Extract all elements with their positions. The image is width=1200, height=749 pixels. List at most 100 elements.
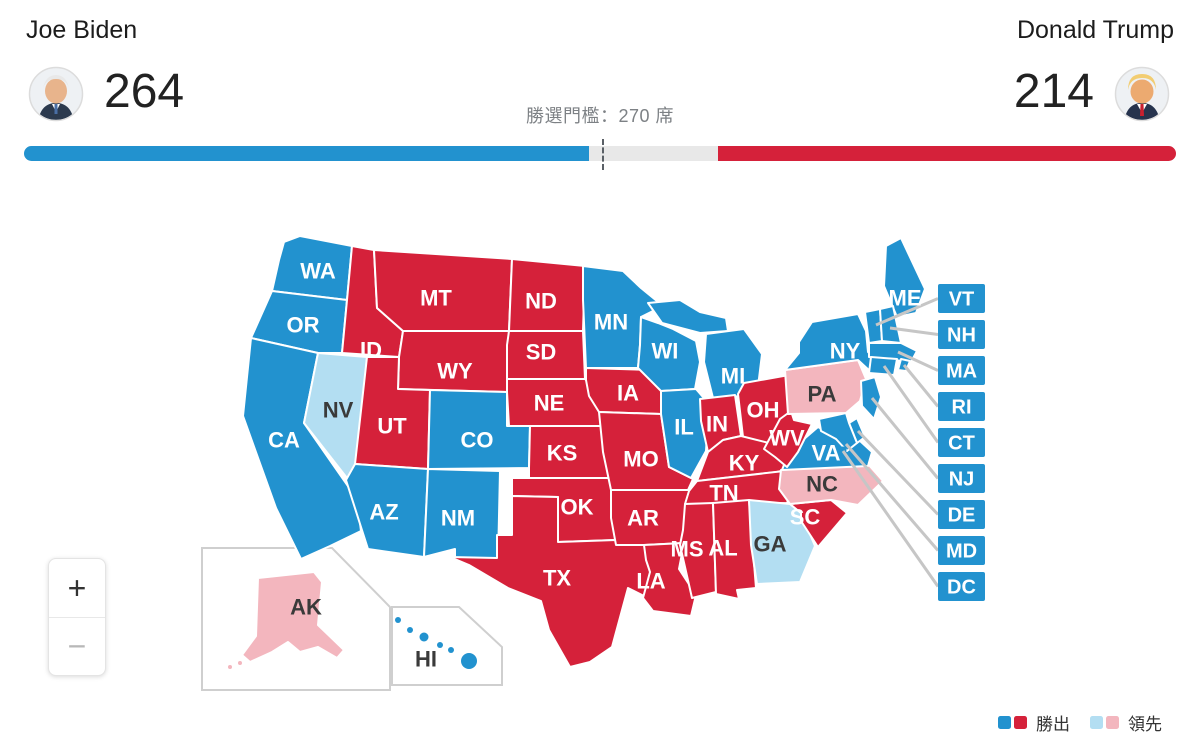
state-label-AR: AR [627,506,659,531]
leader-line-VT [875,297,939,327]
state-label-NE: NE [534,391,565,416]
state-label-NV: NV [323,398,354,423]
candidate-name-biden: Joe Biden [26,16,138,44]
state-label-CA: CA [268,428,300,453]
state-box-VT[interactable] [938,284,985,313]
state-label-WI: WI [652,339,679,364]
electoral-seat-bar [24,146,1176,161]
state-CT[interactable] [868,356,898,376]
state-box-label-NH: NH [947,325,976,347]
state-label-NM: NM [441,506,475,531]
state-label-WA: WA [300,259,336,284]
trump-avatar [1114,66,1170,122]
hawaii-inset-box [391,606,503,686]
seat-bar-rep-segment [717,146,1176,161]
leader-line-DE [856,429,940,516]
state-HI-island[interactable] [407,627,413,633]
state-box-MD[interactable] [938,536,985,565]
legend-lead-label: 領先 [1128,715,1162,734]
map-zoom-control: + − [48,558,106,676]
state-AK-island [238,661,242,665]
threshold-marker [602,139,605,170]
state-label-AZ: AZ [369,500,398,525]
state-label-MT: MT [420,286,452,311]
state-label-KS: KS [547,441,578,466]
state-label-MN: MN [594,310,628,335]
legend-rep-lead-swatch [1106,716,1119,729]
state-AZ[interactable] [345,463,429,558]
state-label-NC: NC [806,472,838,497]
biden-vote-count: 264 [104,65,185,118]
leader-line-DC [841,450,940,588]
state-label-ID: ID [360,338,382,363]
state-box-NJ[interactable] [938,464,985,493]
state-box-RI[interactable] [938,392,985,421]
state-label-AL: AL [708,536,737,561]
state-AK[interactable] [241,571,345,663]
state-box-label-VT: VT [949,289,975,311]
state-label-WV: WV [769,426,805,451]
state-box-DC[interactable] [938,572,985,601]
legend-win-group: 勝出 [998,710,1070,735]
state-label-AK: AK [290,595,322,620]
state-label-PA: PA [808,382,837,407]
candidate-name-trump: Donald Trump [1016,16,1174,44]
state-label-NY: NY [830,339,861,364]
state-box-label-DE: DE [948,505,976,527]
state-label-VA: VA [812,441,841,466]
trump-vote-count: 214 [1013,65,1094,118]
state-box-label-MA: MA [946,361,977,383]
zoom-out-button[interactable]: − [67,628,87,665]
legend-rep-win-swatch [1014,716,1027,729]
leader-line-MA [897,350,939,372]
state-label-ME: ME [889,286,922,311]
state-label-UT: UT [377,414,407,439]
state-label-MO: MO [623,447,658,472]
legend-dem-lead-swatch [1090,716,1103,729]
state-MD[interactable] [818,412,858,452]
state-NJ[interactable] [860,376,882,420]
seat-bar-dem-segment [24,146,590,161]
state-NC[interactable] [778,463,884,506]
state-label-IA: IA [617,381,639,406]
state-box-CT[interactable] [938,428,985,457]
state-box-NH[interactable] [938,320,985,349]
state-HI-island[interactable] [461,653,477,669]
state-MI[interactable] [647,299,729,334]
state-box-label-DC: DC [947,577,976,599]
state-label-TX: TX [543,566,571,591]
state-HI-island[interactable] [437,642,443,648]
map-legend: 勝出 領先 [998,710,1162,735]
state-box-label-NJ: NJ [949,469,975,491]
state-box-MA[interactable] [938,356,985,385]
leader-line-RI [902,364,940,408]
state-WV[interactable] [763,410,813,468]
state-label-OH: OH [747,398,780,423]
state-IL[interactable] [660,388,710,479]
leader-line-NJ [870,397,940,480]
state-box-label-RI: RI [952,397,972,419]
state-HI-island[interactable] [395,617,401,623]
state-label-GA: GA [754,532,787,557]
state-HI-island[interactable] [419,632,429,642]
state-label-MI: MI [721,364,745,389]
state-box-DE[interactable] [938,500,985,529]
state-label-SC: SC [790,505,821,530]
state-HI-island[interactable] [448,647,454,653]
state-label-IN: IN [706,412,728,437]
legend-lead-group: 領先 [1090,710,1162,735]
state-label-WY: WY [437,359,473,384]
state-label-OK: OK [561,495,594,520]
state-WI[interactable] [637,316,701,392]
leader-line-NH [889,326,939,336]
state-label-CO: CO [461,428,494,453]
state-box-label-CT: CT [948,433,975,455]
state-label-MS: MS [671,537,704,562]
state-ME[interactable] [883,237,926,318]
biden-avatar [28,66,84,122]
leader-line-MD [844,443,940,552]
state-AK-island [228,665,232,669]
legend-win-label: 勝出 [1036,715,1070,734]
state-box-label-MD: MD [946,541,977,563]
zoom-in-button[interactable]: + [49,559,105,618]
